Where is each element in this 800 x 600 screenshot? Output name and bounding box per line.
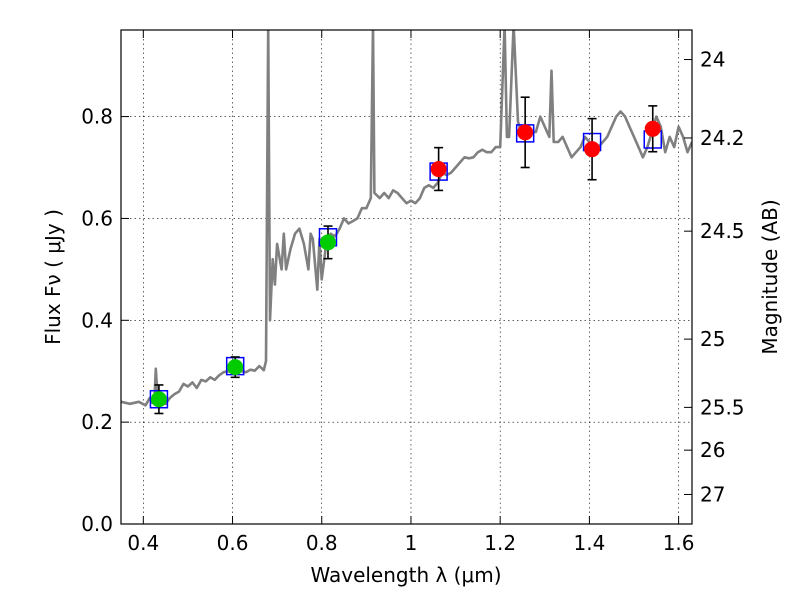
mag-tick-label: 25.5 [700, 395, 745, 419]
y-tick-label: 0.2 [81, 410, 113, 434]
mag-tick-label: 24.5 [700, 219, 745, 243]
data-point [430, 161, 447, 178]
plot-background [121, 30, 692, 524]
plot-frame [120, 29, 693, 525]
grid-lines [121, 30, 692, 524]
mag-tick-label: 25 [700, 327, 725, 351]
mag-tick-label: 24 [700, 48, 725, 72]
ticks-layer [121, 30, 692, 525]
mag-tick-label: 24.2 [700, 126, 745, 150]
x-tick-label: 0.4 [127, 531, 159, 555]
y2-axis-label: Magnitude (AB) [758, 199, 782, 354]
data-point [517, 124, 534, 141]
data-points-layer [150, 120, 661, 408]
x-axis-label: Wavelength λ (μm) [310, 563, 501, 587]
y-tick-label: 0.8 [81, 105, 113, 129]
y-tick-label: 0.6 [81, 206, 113, 230]
y-axis-label: Flux Fν ( μJy ) [41, 209, 65, 345]
mag-tick-label: 26 [700, 438, 725, 462]
x-tick-label: 1.2 [484, 531, 516, 555]
data-point [319, 234, 336, 251]
x-tick-label: 1.4 [573, 531, 605, 555]
data-point [644, 120, 661, 137]
data-point [227, 359, 244, 376]
y-tick-label: 0.0 [81, 512, 113, 536]
data-point [150, 391, 167, 408]
mag-tick-label: 27 [700, 482, 725, 506]
data-point [584, 141, 601, 158]
x-tick-label: 0.6 [217, 531, 249, 555]
y-tick-label: 0.4 [81, 308, 113, 332]
x-tick-label: 1.6 [663, 531, 695, 555]
x-tick-label: 1 [405, 531, 418, 555]
x-tick-label: 0.8 [306, 531, 338, 555]
tick-labels-layer: 0.4 0.6 0.8 1 1.2 1.4 1.6 0.0 0.2 0.4 0.6 0.8 24 24.2… [81, 48, 744, 555]
